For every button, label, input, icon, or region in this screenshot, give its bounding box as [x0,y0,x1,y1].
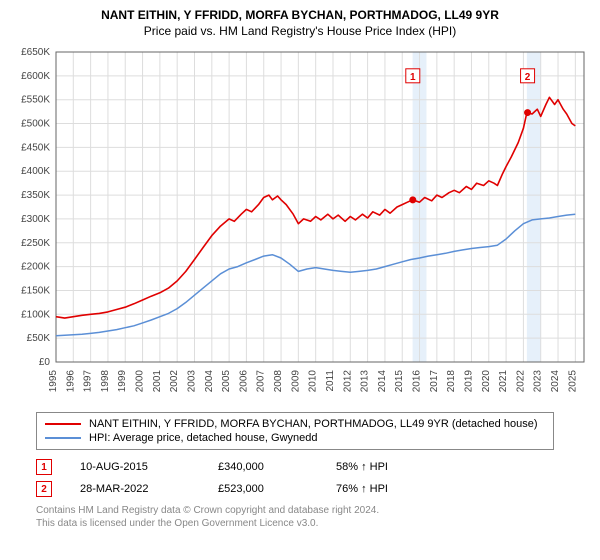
svg-text:£600K: £600K [21,71,50,82]
sale-row: 2 28-MAR-2022 £523,000 76% ↑ HPI [36,478,586,500]
svg-text:2003: 2003 [186,370,197,393]
sale-price: £523,000 [218,483,308,495]
legend-label: NANT EITHIN, Y FFRIDD, MORFA BYCHAN, POR… [89,418,538,430]
svg-text:2013: 2013 [360,370,371,393]
sale-date: 28-MAR-2022 [80,483,190,495]
svg-text:2022: 2022 [515,370,526,393]
svg-text:2021: 2021 [498,370,509,393]
svg-text:2012: 2012 [342,370,353,393]
svg-text:2010: 2010 [308,370,319,393]
sale-price: £340,000 [218,461,308,473]
svg-text:1999: 1999 [117,370,128,393]
svg-text:2002: 2002 [169,370,180,393]
svg-text:£650K: £650K [21,47,50,58]
svg-text:2011: 2011 [325,370,336,392]
title-line1: NANT EITHIN, Y FFRIDD, MORFA BYCHAN, POR… [8,8,592,22]
sale-hpi: 76% ↑ HPI [336,483,426,495]
svg-text:2019: 2019 [463,370,474,393]
chart-container: £0 £50K £100K £150K £200K £250K £300K £350K £400… [8,44,592,404]
svg-text:£250K: £250K [21,238,50,249]
svg-text:1996: 1996 [65,370,76,393]
svg-text:2023: 2023 [533,370,544,393]
svg-text:2007: 2007 [256,370,267,393]
footnote: Contains HM Land Registry data © Crown c… [36,504,586,530]
svg-text:1997: 1997 [83,370,94,393]
legend-item: NANT EITHIN, Y FFRIDD, MORFA BYCHAN, POR… [45,417,545,431]
svg-text:2008: 2008 [273,370,284,393]
svg-text:£400K: £400K [21,166,50,177]
svg-text:2006: 2006 [238,370,249,393]
sale-marker-icon: 1 [36,459,52,475]
sale-row: 1 10-AUG-2015 £340,000 58% ↑ HPI [36,456,586,478]
svg-text:2024: 2024 [550,370,561,393]
title-line2: Price paid vs. HM Land Registry's House … [8,24,592,38]
svg-text:2001: 2001 [152,370,163,393]
footnote-line: This data is licensed under the Open Gov… [36,517,586,530]
svg-text:£350K: £350K [21,190,50,201]
legend: NANT EITHIN, Y FFRIDD, MORFA BYCHAN, POR… [36,412,554,450]
svg-text:1998: 1998 [100,370,111,393]
svg-text:£50K: £50K [27,333,51,344]
sales-table: 1 10-AUG-2015 £340,000 58% ↑ HPI 2 28-MA… [36,456,586,500]
svg-text:£300K: £300K [21,214,50,225]
footnote-line: Contains HM Land Registry data © Crown c… [36,504,586,517]
chart-title: NANT EITHIN, Y FFRIDD, MORFA BYCHAN, POR… [8,8,592,38]
svg-text:2015: 2015 [394,370,405,393]
svg-text:2004: 2004 [204,370,215,393]
svg-text:£150K: £150K [21,285,50,296]
svg-text:2016: 2016 [412,370,423,393]
legend-item: HPI: Average price, detached house, Gwyn… [45,431,545,445]
svg-text:2017: 2017 [429,370,440,393]
svg-text:1: 1 [410,72,416,83]
line-chart: £0 £50K £100K £150K £200K £250K £300K £350K £400… [8,44,592,404]
svg-text:£0: £0 [39,357,51,368]
legend-swatch [45,423,81,425]
legend-swatch [45,437,81,439]
sale-marker-icon: 2 [36,481,52,497]
svg-text:£500K: £500K [21,119,50,130]
svg-text:2: 2 [525,72,531,83]
svg-text:£200K: £200K [21,262,50,273]
svg-text:1995: 1995 [48,370,59,393]
svg-text:2009: 2009 [290,370,301,393]
svg-text:£450K: £450K [21,142,50,153]
svg-text:2020: 2020 [481,370,492,393]
svg-text:2000: 2000 [135,370,146,393]
svg-text:2025: 2025 [567,370,578,393]
svg-text:2014: 2014 [377,370,388,393]
sale-date: 10-AUG-2015 [80,461,190,473]
svg-text:£550K: £550K [21,95,50,106]
sale-hpi: 58% ↑ HPI [336,461,426,473]
svg-text:2005: 2005 [221,370,232,393]
legend-label: HPI: Average price, detached house, Gwyn… [89,432,318,444]
svg-text:2018: 2018 [446,370,457,393]
svg-text:£100K: £100K [21,309,50,320]
